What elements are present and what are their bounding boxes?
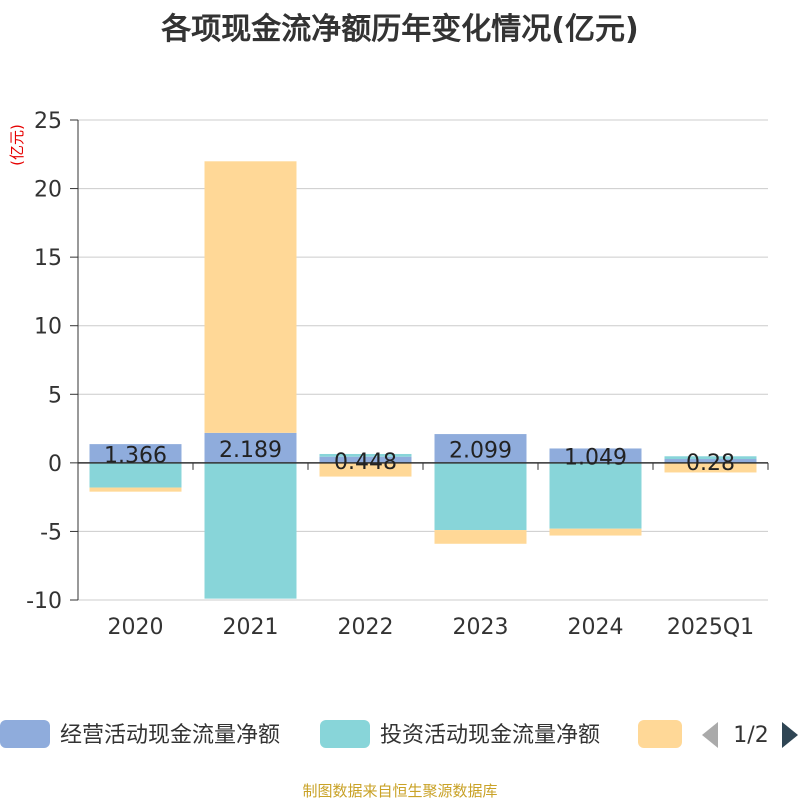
bar-1-2020[interactable] <box>89 444 182 463</box>
y-axis-title: (亿元) <box>8 124 26 166</box>
data-label: 1.366 <box>104 443 167 468</box>
data-label: 1.049 <box>564 446 627 471</box>
legend-swatch[interactable] <box>0 720 50 748</box>
x-tick-label: 2022 <box>338 615 394 640</box>
bar-1-2023[interactable] <box>434 434 527 463</box>
y-tick-label: 10 <box>34 315 62 340</box>
bar-3-2020[interactable] <box>89 487 182 492</box>
y-tick-label: 0 <box>48 452 62 477</box>
legend-swatch[interactable] <box>638 720 682 748</box>
y-tick-label: -5 <box>40 520 62 545</box>
bar-3-2022[interactable] <box>319 462 412 477</box>
x-tick-label: 2021 <box>223 615 279 640</box>
y-tick-label: 25 <box>34 109 62 134</box>
y-tick-label: 15 <box>34 246 62 271</box>
bar-2-2024[interactable] <box>549 462 642 529</box>
bar-2-2021[interactable] <box>204 462 297 599</box>
x-tick-label: 2020 <box>108 615 164 640</box>
legend-label[interactable]: 经营活动现金流量净额 <box>60 723 280 748</box>
y-tick-label: 20 <box>34 178 62 203</box>
bar-3-2025Q1[interactable] <box>664 462 757 473</box>
chart-title: 各项现金流净额历年变化情况(亿元) <box>161 12 639 47</box>
bar-3-2021[interactable] <box>204 161 297 433</box>
bar-1-2022[interactable] <box>319 456 412 463</box>
y-tick-label: 5 <box>48 383 62 408</box>
legend-page-indicator: 1/2 <box>733 723 768 748</box>
bar-3-2024[interactable] <box>549 528 642 536</box>
legend-label[interactable]: 投资活动现金流量净额 <box>380 723 600 748</box>
bar-1-2024[interactable] <box>549 448 642 463</box>
y-tick-label: -10 <box>26 589 62 614</box>
bar-3-2023[interactable] <box>434 530 527 544</box>
data-label: 2.099 <box>449 438 512 463</box>
bar-2-2025Q1[interactable] <box>664 456 757 460</box>
data-source-note: 制图数据来自恒生聚源数据库 <box>302 782 498 800</box>
legend-prev-arrow-icon[interactable] <box>702 722 718 748</box>
bar-2-2023[interactable] <box>434 462 527 531</box>
bar-1-2021[interactable] <box>204 432 297 463</box>
data-label: 0.28 <box>686 451 735 476</box>
legend-next-arrow-icon[interactable] <box>782 722 798 748</box>
bar-2-2020[interactable] <box>89 462 182 488</box>
legend-swatch[interactable] <box>320 720 370 748</box>
data-label: 0.448 <box>334 450 397 475</box>
x-tick-label: 2025Q1 <box>667 615 754 640</box>
data-label: 2.189 <box>219 438 282 463</box>
bar-2-2022[interactable] <box>319 453 412 457</box>
x-tick-label: 2024 <box>568 615 624 640</box>
bar-1-2025Q1[interactable] <box>664 459 757 463</box>
x-tick-label: 2023 <box>453 615 509 640</box>
